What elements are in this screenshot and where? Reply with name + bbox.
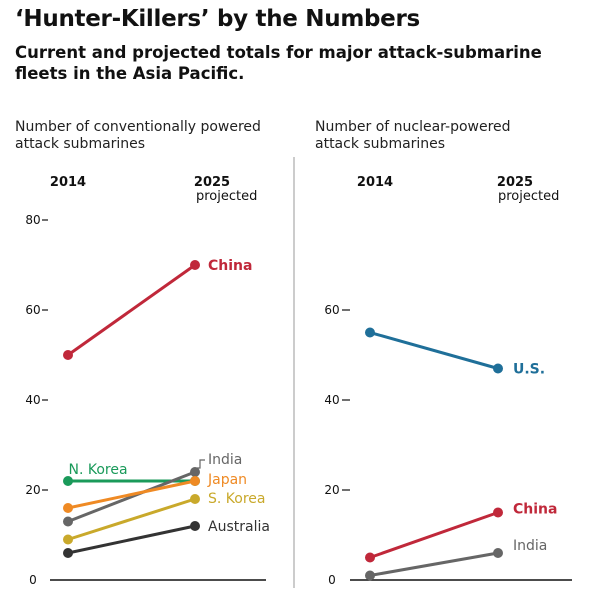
conventional-panel-label-line1: Number of conventionally powered	[15, 119, 261, 135]
nuclear-year-2014: 2014	[357, 175, 393, 190]
series-line-india	[67, 470, 196, 523]
conventional-year-2014: 2014	[50, 175, 86, 190]
data-point-n-korea-2014	[63, 476, 73, 486]
y-tick-label: 60	[25, 303, 40, 317]
series-label-india: India	[208, 452, 242, 468]
nuclear-panel-label-line2: attack submarines	[315, 136, 445, 152]
nuclear-series: U.S. China India	[365, 327, 557, 581]
data-point-china-2014	[365, 552, 375, 563]
data-point-india-2025	[190, 467, 200, 477]
series-line-australia	[67, 524, 196, 555]
data-point-india-2025	[493, 548, 503, 558]
y-tick-label: 60	[324, 303, 339, 317]
conventional-projected-label: projected	[196, 189, 257, 204]
series-line-china	[67, 263, 196, 357]
y-tick-label: 20	[25, 483, 40, 497]
data-point-u-s-2014	[365, 327, 375, 338]
series-label-n-korea: N. Korea	[68, 462, 127, 478]
series-label-u-s: U.S.	[513, 362, 545, 378]
data-point-india-2014	[63, 516, 73, 527]
data-point-china-2025	[190, 260, 200, 270]
y-tick-label: 0	[29, 573, 37, 587]
y-tick-label: 40	[324, 393, 339, 407]
data-point-s-korea-2025	[190, 494, 200, 504]
y-tick-label: 0	[328, 573, 336, 587]
conventional-panel: Number of conventionally powered attack …	[15, 119, 270, 587]
nuclear-panel-label-line1: Number of nuclear-powered	[315, 119, 511, 135]
data-point-india-2014	[365, 570, 375, 581]
conventional-series: China N. Korea India Japan S. Korea Australia	[63, 258, 270, 558]
series-label-india: India	[513, 538, 547, 554]
data-point-china-2025	[493, 507, 503, 518]
data-point-u-s-2025	[493, 363, 503, 374]
series-label-australia: Australia	[208, 519, 270, 535]
nuclear-panel: Number of nuclear-powered attack submari…	[315, 119, 572, 587]
conventional-year-2025: 2025	[194, 175, 230, 190]
conventional-y-ticks: 0 20 40 60 80	[25, 213, 48, 587]
series-label-s-korea: S. Korea	[208, 491, 265, 507]
series-label-japan: Japan	[207, 472, 247, 488]
chart-title: ‘Hunter-Killers’ by the Numbers	[15, 6, 420, 32]
data-point-japan-2025	[190, 476, 200, 486]
y-tick-label: 80	[25, 213, 40, 227]
nuclear-projected-label: projected	[498, 189, 559, 204]
series-line-s-korea	[67, 497, 196, 541]
series-line-india	[369, 551, 499, 577]
y-tick-label: 40	[25, 393, 40, 407]
data-point-s-korea-2014	[63, 534, 73, 545]
series-line-u-s	[369, 331, 499, 370]
data-point-australia-2014	[63, 548, 73, 558]
chart-subtitle: Current and projected totals for major a…	[15, 43, 542, 83]
series-line-china	[369, 511, 499, 559]
nuclear-year-2025: 2025	[497, 175, 533, 190]
series-label-china: China	[208, 258, 252, 274]
y-tick-label: 20	[324, 483, 339, 497]
data-point-china-2014	[63, 350, 73, 360]
data-point-japan-2014	[63, 503, 73, 513]
series-line-japan	[67, 479, 196, 510]
nuclear-y-ticks: 0 20 40 60	[324, 303, 350, 587]
data-point-australia-2025	[190, 521, 200, 531]
leader-line-india	[197, 459, 205, 469]
conventional-panel-label-line2: attack submarines	[15, 136, 145, 152]
series-label-china: China	[513, 502, 557, 518]
